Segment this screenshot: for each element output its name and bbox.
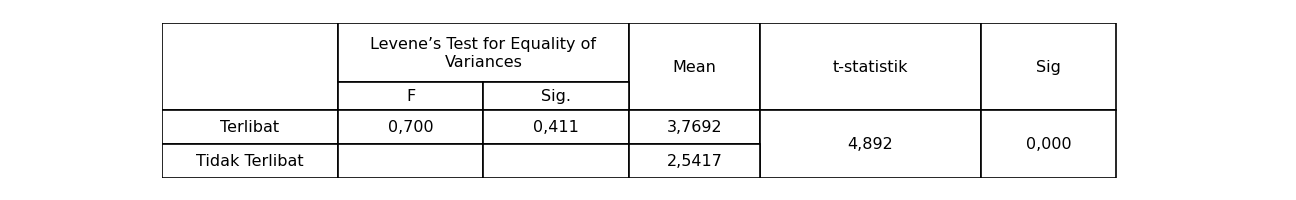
Text: Mean: Mean bbox=[673, 60, 717, 75]
Bar bbox=[483, 144, 629, 178]
Text: Sig.: Sig. bbox=[542, 89, 572, 104]
Bar bbox=[759, 110, 981, 178]
Bar bbox=[629, 110, 759, 144]
Text: t-statistik: t-statistik bbox=[832, 60, 908, 75]
Bar bbox=[338, 144, 483, 178]
Text: 2,5417: 2,5417 bbox=[666, 154, 722, 169]
Bar bbox=[338, 110, 483, 144]
Bar bbox=[162, 110, 338, 144]
Bar bbox=[483, 110, 629, 144]
Text: Sig: Sig bbox=[1036, 60, 1061, 75]
Text: 3,7692: 3,7692 bbox=[666, 120, 722, 135]
Bar bbox=[338, 83, 483, 110]
Bar bbox=[162, 144, 338, 178]
Text: Levene’s Test for Equality of
Variances: Levene’s Test for Equality of Variances bbox=[371, 37, 596, 69]
Bar bbox=[629, 144, 759, 178]
Bar bbox=[338, 24, 629, 83]
Text: 0,000: 0,000 bbox=[1025, 137, 1072, 152]
Bar bbox=[162, 24, 338, 110]
Text: 0,411: 0,411 bbox=[533, 120, 579, 135]
Bar bbox=[483, 83, 629, 110]
Bar bbox=[981, 110, 1116, 178]
Bar bbox=[629, 24, 759, 110]
Bar bbox=[759, 24, 981, 110]
Text: 4,892: 4,892 bbox=[848, 137, 893, 152]
Text: 0,700: 0,700 bbox=[388, 120, 433, 135]
Text: Terlibat: Terlibat bbox=[220, 120, 280, 135]
Text: Tidak Terlibat: Tidak Terlibat bbox=[196, 154, 303, 169]
Bar bbox=[981, 24, 1116, 110]
Text: F: F bbox=[406, 89, 415, 104]
